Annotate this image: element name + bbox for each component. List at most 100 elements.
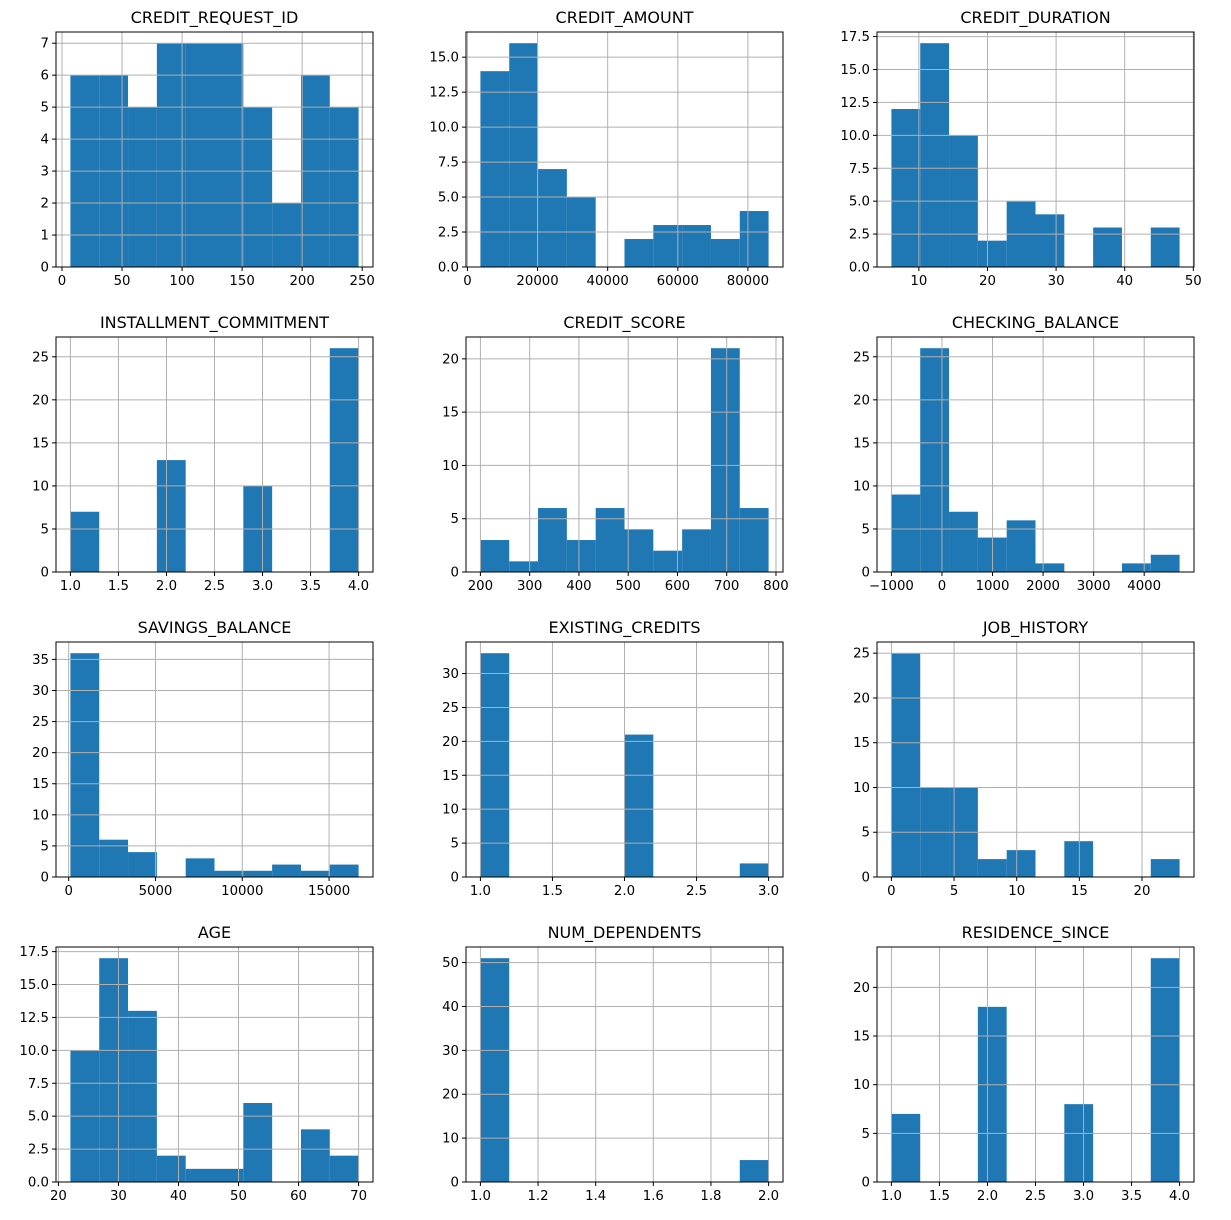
y-tick-label: 0	[861, 1175, 869, 1190]
histogram-bar	[711, 239, 741, 267]
histogram-bar	[480, 958, 510, 1182]
histogram-bar	[1150, 859, 1180, 877]
y-tick-label: 0.0	[28, 1175, 49, 1190]
histogram-bar	[891, 494, 920, 572]
y-tick-label: 12.5	[19, 1011, 49, 1026]
histogram-bar	[156, 43, 186, 267]
subplot-canvas: 0 20000 40000 60000 80000 0.0 2.5 5.0 7.5 10.0 12.…	[430, 8, 784, 289]
subplot-title: JOB_HISTORY	[981, 618, 1088, 638]
x-tick-label: 1.2	[528, 1189, 549, 1204]
plot-area	[466, 947, 784, 1182]
x-tick-label: 1000	[975, 579, 1009, 594]
x-tick-label: 20000	[517, 274, 559, 289]
y-tick-label: 2	[41, 197, 49, 212]
subplot-credit-duration: 10 20 30 40 50 0.0 2.5 5.0 7.5 10.0 12.5 15.0 17.5 CR…	[821, 0, 1231, 305]
y-tick-label: 20	[442, 735, 459, 750]
x-tick-label: 80000	[727, 274, 769, 289]
y-tick-label: 4	[41, 133, 49, 148]
y-tick-label: 10.0	[430, 121, 460, 136]
x-tick-label: 3.5	[1121, 1189, 1142, 1204]
x-tick-label: −1000	[869, 579, 914, 594]
y-tick-label: 17.5	[840, 30, 870, 45]
y-tick-label: 5	[41, 101, 49, 116]
x-tick-label: 2.5	[204, 579, 225, 594]
subplot-age: 20 30 40 50 60 70 0.0 2.5 5.0 7.5 10.0 12.5 15.0 17.5…	[0, 915, 410, 1220]
subplot-checking-balance: −1000 0 1000 2000 3000 4000 0 5 10 15 20 25 CHECKING…	[821, 305, 1231, 610]
histogram-bar	[300, 870, 330, 877]
x-tick-label: 0	[58, 274, 66, 289]
subplot-canvas: 0 50 100 150 200 250 0 1 2 3 4 5 6 7 CREDIT_REQUEST_ID	[41, 8, 375, 289]
histogram-bar	[682, 225, 712, 267]
y-tick-label: 7.5	[438, 156, 459, 171]
histogram-bar	[1121, 563, 1151, 572]
y-tick-label: 7	[41, 37, 49, 52]
y-tick-label: 5	[451, 512, 459, 527]
x-tick-label: 0	[464, 274, 472, 289]
x-tick-label: 5	[949, 884, 957, 899]
subplot-canvas: 1.0 1.5 2.0 2.5 3.0 3.5 4.0 0 5 10 15 20 25 INSTALLME…	[32, 313, 374, 594]
x-tick-label: 1.8	[701, 1189, 722, 1204]
histogram-bar	[99, 958, 129, 1182]
x-tick-label: 5000	[139, 884, 173, 899]
histogram-bar	[977, 859, 1007, 877]
y-tick-label: 30	[442, 1044, 459, 1059]
histogram-bar	[1150, 554, 1180, 572]
y-tick-label: 15	[442, 769, 459, 784]
x-tick-label: 60000	[657, 274, 699, 289]
x-tick-label: 40	[170, 1189, 187, 1204]
y-tick-label: 7.5	[28, 1077, 49, 1092]
y-tick-label: 2.5	[438, 226, 459, 241]
histogram-bar	[1035, 214, 1064, 267]
x-tick-label: 20	[1133, 884, 1150, 899]
subplot-existing-credits: 1.0 1.5 2.0 2.5 3.0 0 5 10 15 20 25 30 EXISTING_CRED…	[410, 610, 820, 915]
y-tick-label: 10	[442, 1132, 459, 1147]
histogram-bar	[740, 211, 769, 267]
histogram-bar	[891, 653, 920, 877]
axes-frame	[465, 31, 784, 268]
histogram-bar	[329, 864, 359, 877]
x-tick-label: 40	[1116, 274, 1133, 289]
y-tick-label: 5.0	[849, 195, 870, 210]
subplot-canvas: 1.0 1.5 2.0 2.5 3.0 0 5 10 15 20 25 30 EXISTING_CRED…	[442, 618, 784, 899]
histogram-bar	[948, 511, 978, 572]
subplot-credit-score: 200 300 400 500 600 700 800 0 5 10 15 20 CREDIT_SCOR…	[410, 305, 820, 610]
histogram-bar	[329, 1155, 359, 1182]
y-tick-label: 10.0	[19, 1044, 49, 1059]
y-tick-label: 25	[442, 701, 459, 716]
axes-frame	[465, 336, 784, 573]
histogram-bar	[329, 348, 359, 572]
x-tick-label: 50	[1185, 274, 1202, 289]
subplot-canvas: 1.0 1.2 1.4 1.6 1.8 2.0 0 10 20 30 40 50 NUM_DEPENDE…	[442, 923, 784, 1204]
histogram-bar	[480, 653, 510, 877]
axes-frame	[876, 31, 1195, 268]
y-tick-label: 20	[32, 393, 49, 408]
x-tick-label: 1.5	[929, 1189, 950, 1204]
subplot-title: AGE	[198, 923, 231, 942]
histogram-bar	[567, 540, 597, 572]
x-tick-label: 30	[110, 1189, 127, 1204]
axes-frame	[55, 31, 374, 268]
y-tick-label: 0	[41, 260, 49, 275]
y-tick-label: 20	[853, 393, 870, 408]
subplot-title: RESIDENCE_SINCE	[961, 923, 1109, 943]
subplot-installment-commitment: 1.0 1.5 2.0 2.5 3.0 3.5 4.0 0 5 10 15 20 25 INSTALLME…	[0, 305, 410, 610]
subplot-title: CREDIT_SCORE	[564, 313, 686, 333]
x-tick-label: 10	[1008, 884, 1025, 899]
y-tick-label: 0	[451, 1175, 459, 1190]
y-tick-label: 10	[442, 459, 459, 474]
y-tick-label: 40	[442, 1000, 459, 1015]
histogram-bar	[711, 348, 741, 572]
x-tick-label: 1.0	[470, 884, 491, 899]
y-tick-label: 10	[442, 803, 459, 818]
y-tick-label: 0	[41, 565, 49, 580]
histogram-bar	[243, 107, 273, 267]
histogram-bar	[538, 508, 568, 572]
y-tick-label: 10	[853, 479, 870, 494]
subplot-canvas: 0 5 10 15 20 0 5 10 15 20 25 JOB_HISTORY	[853, 618, 1195, 899]
histogram-bar	[509, 43, 539, 267]
histogram-bar	[185, 1168, 215, 1182]
y-tick-label: 3	[41, 165, 49, 180]
histogram-bar	[480, 71, 510, 267]
y-tick-label: 0	[861, 870, 869, 885]
y-tick-label: 10	[853, 1078, 870, 1093]
